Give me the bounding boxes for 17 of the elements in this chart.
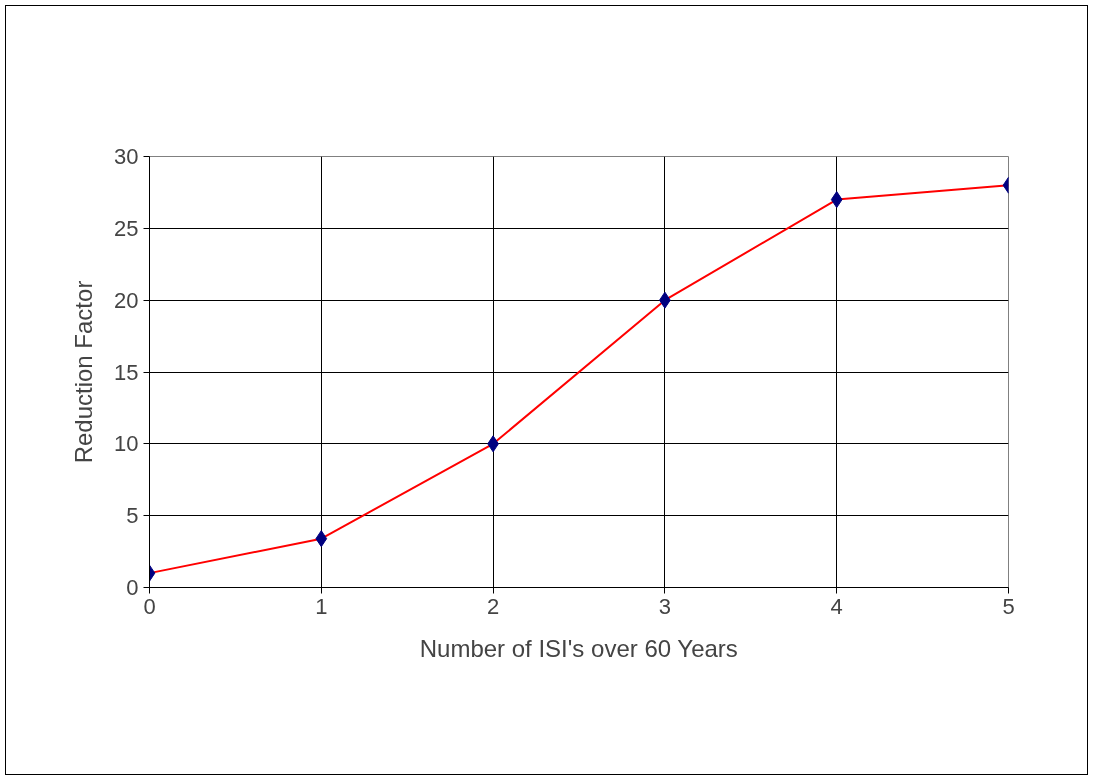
y-tick-label: 0	[126, 575, 139, 600]
y-tick-label: 20	[114, 287, 139, 313]
x-tick-label: 1	[315, 593, 328, 619]
y-tick-label: 15	[114, 359, 139, 385]
y-axis-title: Reduction Factor	[70, 280, 98, 464]
x-tick-label: 4	[830, 593, 843, 619]
x-tick-label: 5	[1002, 593, 1015, 619]
x-tick-label: 3	[658, 593, 672, 619]
y-tick-label: 5	[126, 503, 139, 529]
point	[830, 191, 843, 209]
y-tick-label: 25	[114, 215, 139, 241]
x-tick-label: 2	[486, 593, 500, 619]
point	[315, 530, 328, 548]
y-tick-label: 30	[114, 144, 139, 169]
x-tick-label: 0	[143, 593, 156, 619]
x-axis-title: Number of ISI's over 60 Years	[419, 634, 738, 662]
y-tick-label: 10	[114, 431, 139, 457]
